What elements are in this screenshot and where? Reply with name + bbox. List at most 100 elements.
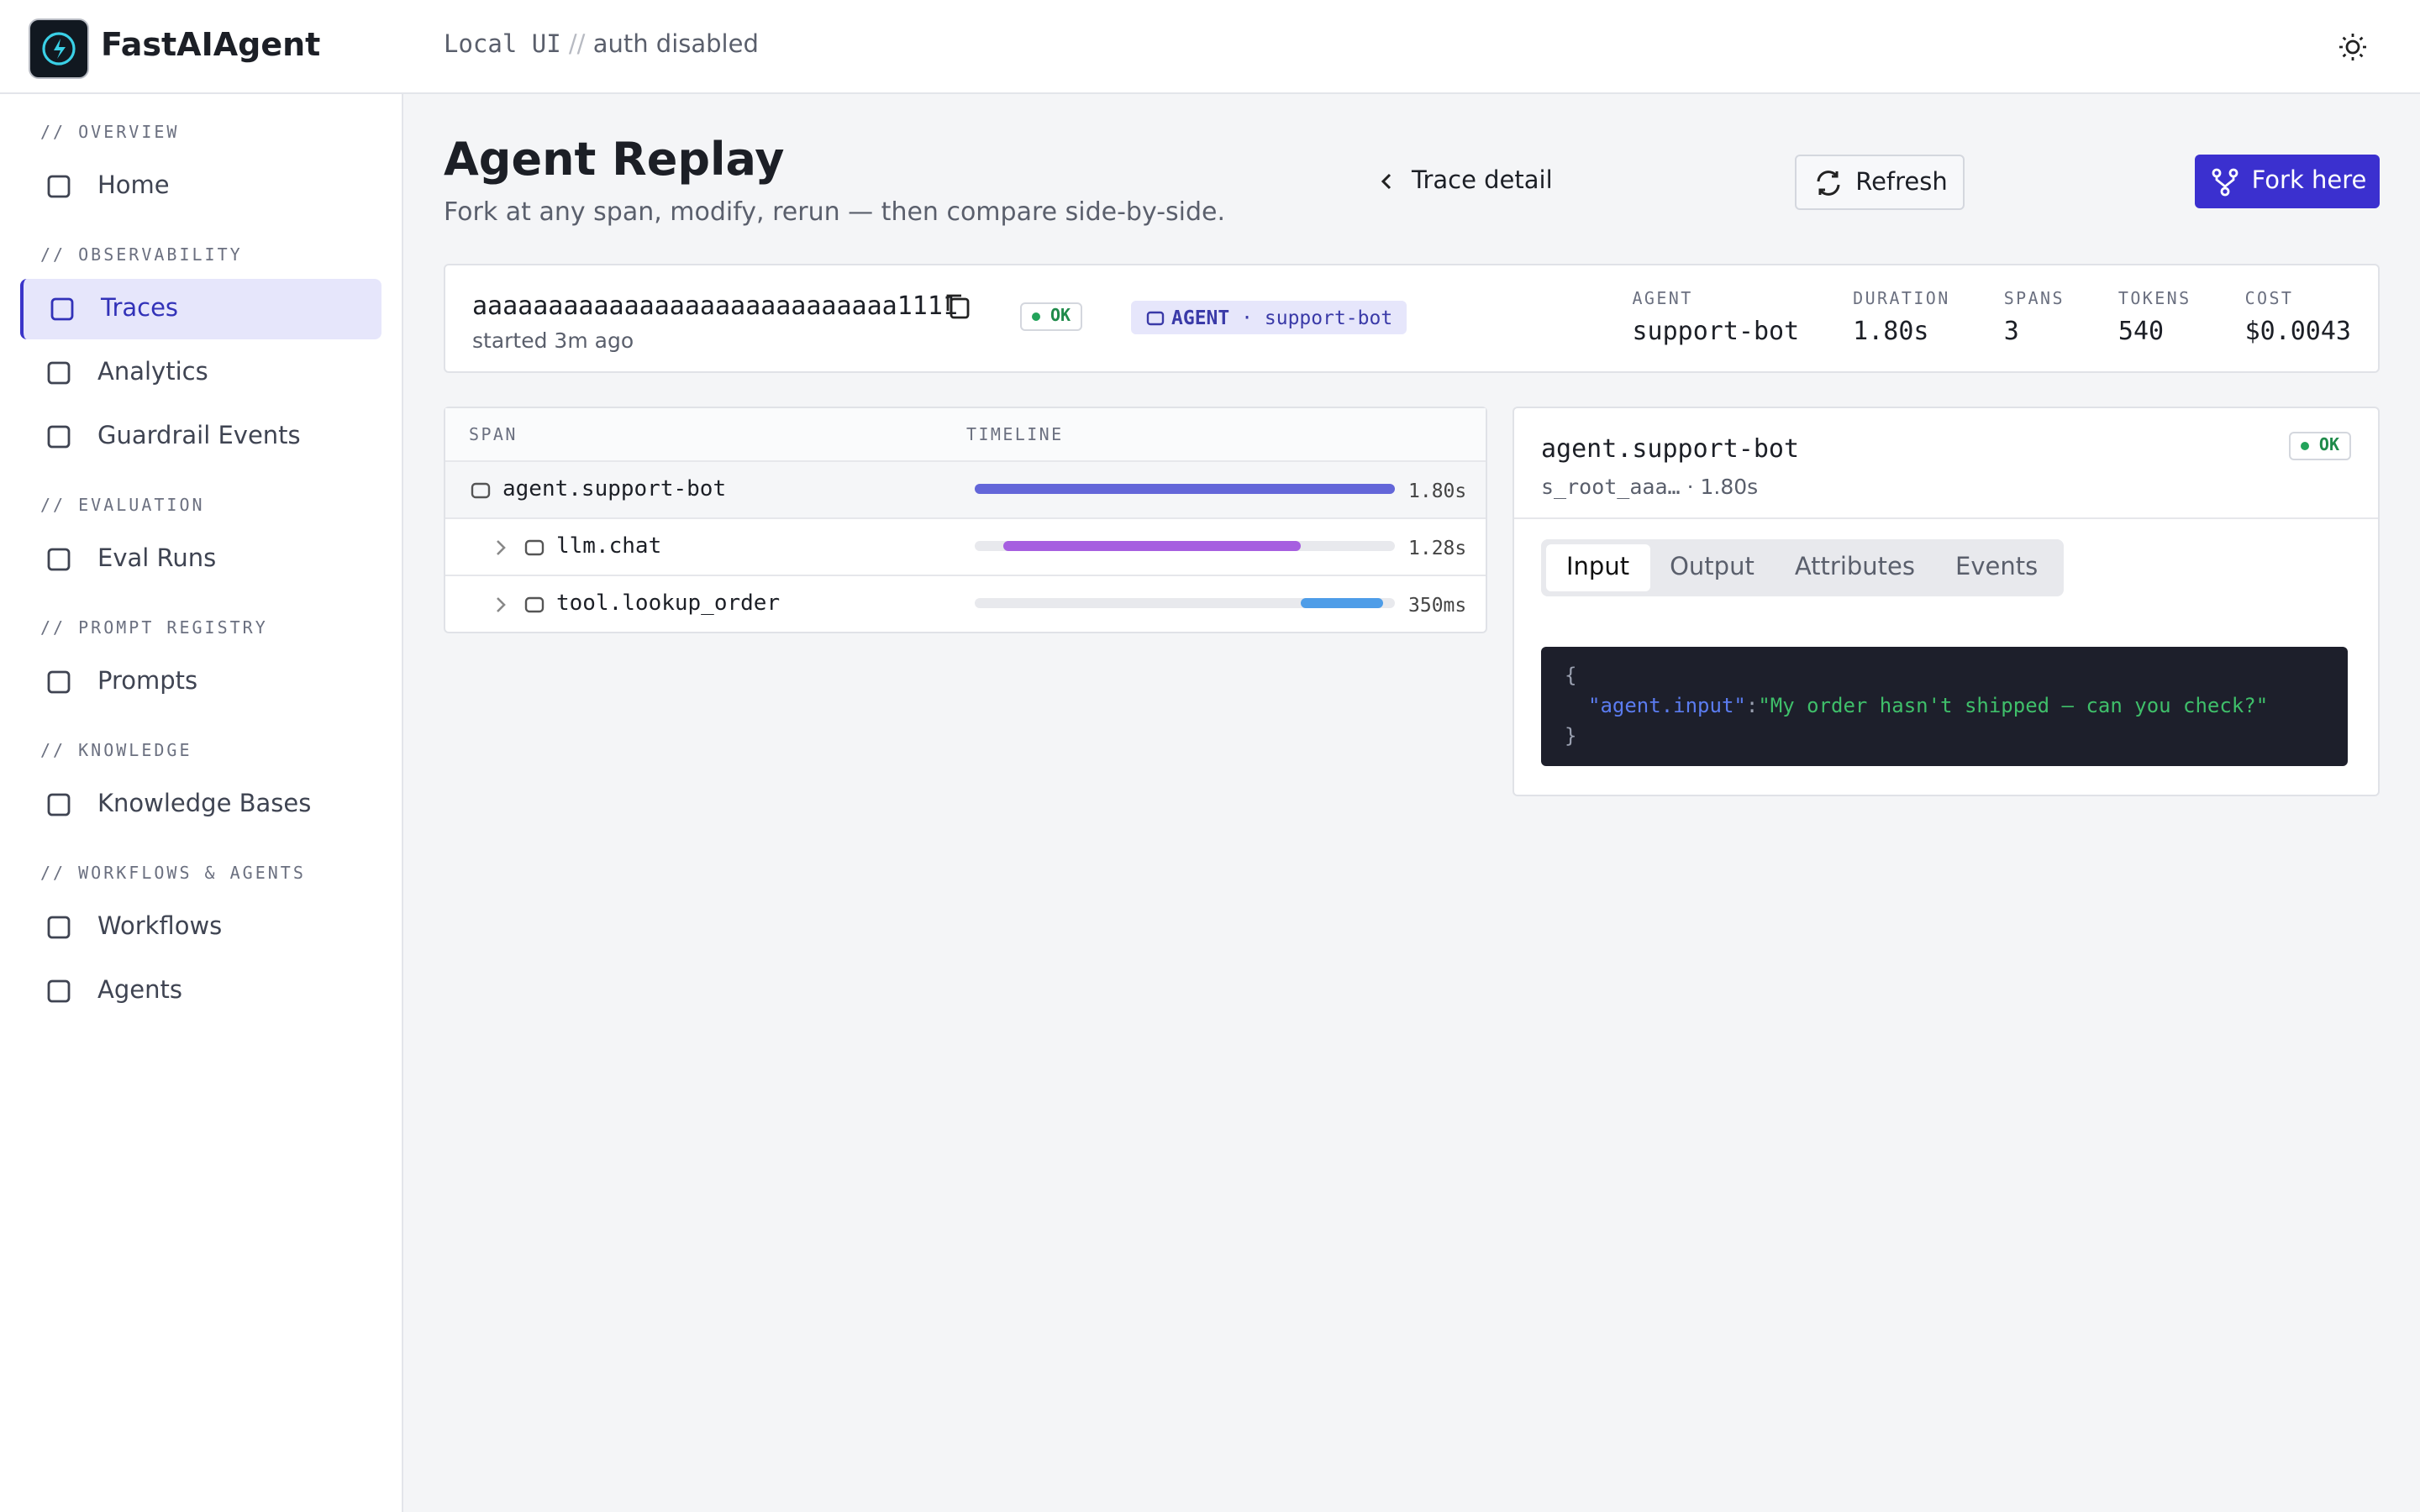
- nav-icon: [47, 175, 71, 198]
- nav-icon: [47, 361, 71, 385]
- stat-value: 540: [2118, 316, 2165, 346]
- fork-label: Fork here: [2251, 168, 2367, 195]
- nav-label: Traces: [101, 296, 179, 323]
- nav-label: Prompts: [97, 669, 198, 696]
- trace-started: started 3m ago: [472, 328, 634, 353]
- nav-icon: [47, 670, 71, 694]
- nav-label: Workflows: [97, 914, 223, 941]
- col-header: TIMELINE: [966, 427, 1064, 445]
- nav-item[interactable]: Workflows: [20, 897, 381, 958]
- stat: DURATION 1.80s: [1853, 291, 1950, 346]
- span-duration: 350ms: [1408, 593, 1467, 617]
- detail-id: s_root_aaa…: [1541, 474, 1681, 499]
- refresh-label: Refresh: [1855, 169, 1948, 196]
- stat-label: AGENT: [1632, 291, 1693, 309]
- page-subtitle: Fork at any span, modify, rerun — then c…: [444, 197, 1226, 227]
- timeline-bar: [1301, 598, 1384, 608]
- nav-label: Analytics: [97, 360, 208, 386]
- stat: TOKENS 540: [2118, 291, 2191, 346]
- nav-item[interactable]: Eval Runs: [20, 529, 381, 590]
- badge-name: support-bot: [1264, 306, 1393, 329]
- trace-card: aaaaaaaaaaaaaaaaaaaaaaaaaaaa1111 started…: [444, 264, 2380, 373]
- stat-value: $0.0043: [2244, 316, 2351, 346]
- badge-kind: AGENT: [1171, 306, 1230, 329]
- trace-stats: AGENT support-bot DURATION 1.80s SPANS 3 TOKEN…: [1632, 291, 2351, 346]
- nav-item[interactable]: Prompts: [20, 652, 381, 712]
- status-badge: OK: [1020, 302, 1083, 331]
- json-open: {: [1565, 664, 1577, 687]
- nav-icon: [47, 979, 71, 1003]
- tab[interactable]: Output: [1670, 554, 1754, 581]
- nav-icon: [50, 297, 74, 321]
- span-name: agent.support-bot: [502, 477, 727, 502]
- stat-label: SPANS: [2003, 291, 2065, 309]
- span-header: SPAN TIMELINE: [445, 408, 1486, 460]
- nav-item[interactable]: Guardrail Events: [20, 407, 381, 467]
- timeline-bar: [1002, 541, 1302, 551]
- nav-section: // PROMPT REGISTRY: [40, 620, 268, 638]
- auth: auth disabled: [592, 32, 759, 59]
- back-label: Trace detail: [1412, 168, 1553, 195]
- nav-section: // WORKFLOWS & AGENTS: [40, 865, 306, 884]
- trace-id: aaaaaaaaaaaaaaaaaaaaaaaaaaaa1111: [472, 291, 958, 321]
- nav-section: // EVALUATION: [40, 497, 205, 516]
- json-value: "My order hasn't shipped — can you check…: [1758, 694, 2269, 717]
- nav-item[interactable]: Analytics: [20, 343, 381, 403]
- nav-section: // OVERVIEW: [40, 124, 180, 143]
- fork-button[interactable]: Fork here: [2195, 155, 2380, 208]
- refresh-button[interactable]: Refresh: [1795, 155, 1965, 210]
- span-icon: [524, 596, 544, 613]
- env: Local UI: [444, 32, 561, 59]
- detail-sep: ·: [1686, 474, 1694, 499]
- tab[interactable]: Input: [1546, 544, 1650, 591]
- json-colon: :: [1745, 694, 1759, 717]
- stat-value: 3: [2003, 316, 2019, 346]
- page-title: Agent Replay: [444, 134, 785, 186]
- span-icon: [471, 482, 491, 499]
- span-row[interactable]: tool.lookup_order 350ms: [445, 575, 1486, 632]
- nav-icon: [47, 425, 71, 449]
- span-duration: 1.80s: [1408, 479, 1467, 502]
- sidebar: // OVERVIEW Home // OBSERVABILITY Traces Ana…: [0, 94, 403, 1512]
- expand[interactable]: [492, 538, 509, 558]
- nav-icon: [47, 793, 71, 816]
- nav-item[interactable]: Home: [20, 156, 381, 217]
- stat-label: DURATION: [1853, 291, 1950, 309]
- span-duration: 1.28s: [1408, 536, 1467, 559]
- span-row[interactable]: llm.chat 1.28s: [445, 517, 1486, 575]
- nav-label: Knowledge Bases: [97, 791, 312, 818]
- stat: COST $0.0043: [2245, 291, 2351, 346]
- brand: FastAIAgent: [101, 27, 321, 64]
- stat-value: support-bot: [1632, 316, 1800, 346]
- tabs: Input Output Attributes Events: [1541, 539, 2064, 596]
- nav-item[interactable]: Traces: [20, 279, 381, 339]
- nav-label: Home: [97, 173, 170, 200]
- timeline-track: [975, 598, 1395, 608]
- span-name: llm.chat: [556, 534, 662, 559]
- copy-button[interactable]: [943, 291, 973, 321]
- nav-item[interactable]: Agents: [20, 961, 381, 1021]
- top-bar: FastAIAgent Local UI // auth disabled: [0, 0, 2420, 94]
- nav-label: Guardrail Events: [97, 423, 301, 450]
- span-detail: agent.support-bot s_root_aaa… · 1.80s OK…: [1512, 407, 2380, 796]
- tab[interactable]: Events: [1955, 554, 2039, 581]
- badge-sep: ·: [1241, 306, 1253, 329]
- agent-badge: AGENT · support-bot: [1131, 301, 1407, 334]
- stat-value: 1.80s: [1853, 316, 1929, 346]
- expand[interactable]: [492, 595, 509, 615]
- sep: //: [568, 32, 586, 59]
- nav-item[interactable]: Knowledge Bases: [20, 774, 381, 835]
- nav-label: Eval Runs: [97, 546, 217, 573]
- theme-toggle[interactable]: [2336, 30, 2370, 64]
- detail-name: agent.support-bot: [1541, 433, 1800, 464]
- divider: [1514, 517, 2378, 519]
- back-button[interactable]: Trace detail: [1365, 155, 1563, 208]
- span-icon: [524, 539, 544, 556]
- stat-label: TOKENS: [2118, 291, 2191, 309]
- nav-label: Agents: [97, 978, 182, 1005]
- stat: AGENT support-bot: [1632, 291, 1799, 346]
- span-row[interactable]: agent.support-bot 1.80s: [445, 460, 1486, 517]
- tab[interactable]: Attributes: [1794, 554, 1916, 581]
- json-view: { "agent.input":"My order hasn't shipped…: [1541, 647, 2348, 766]
